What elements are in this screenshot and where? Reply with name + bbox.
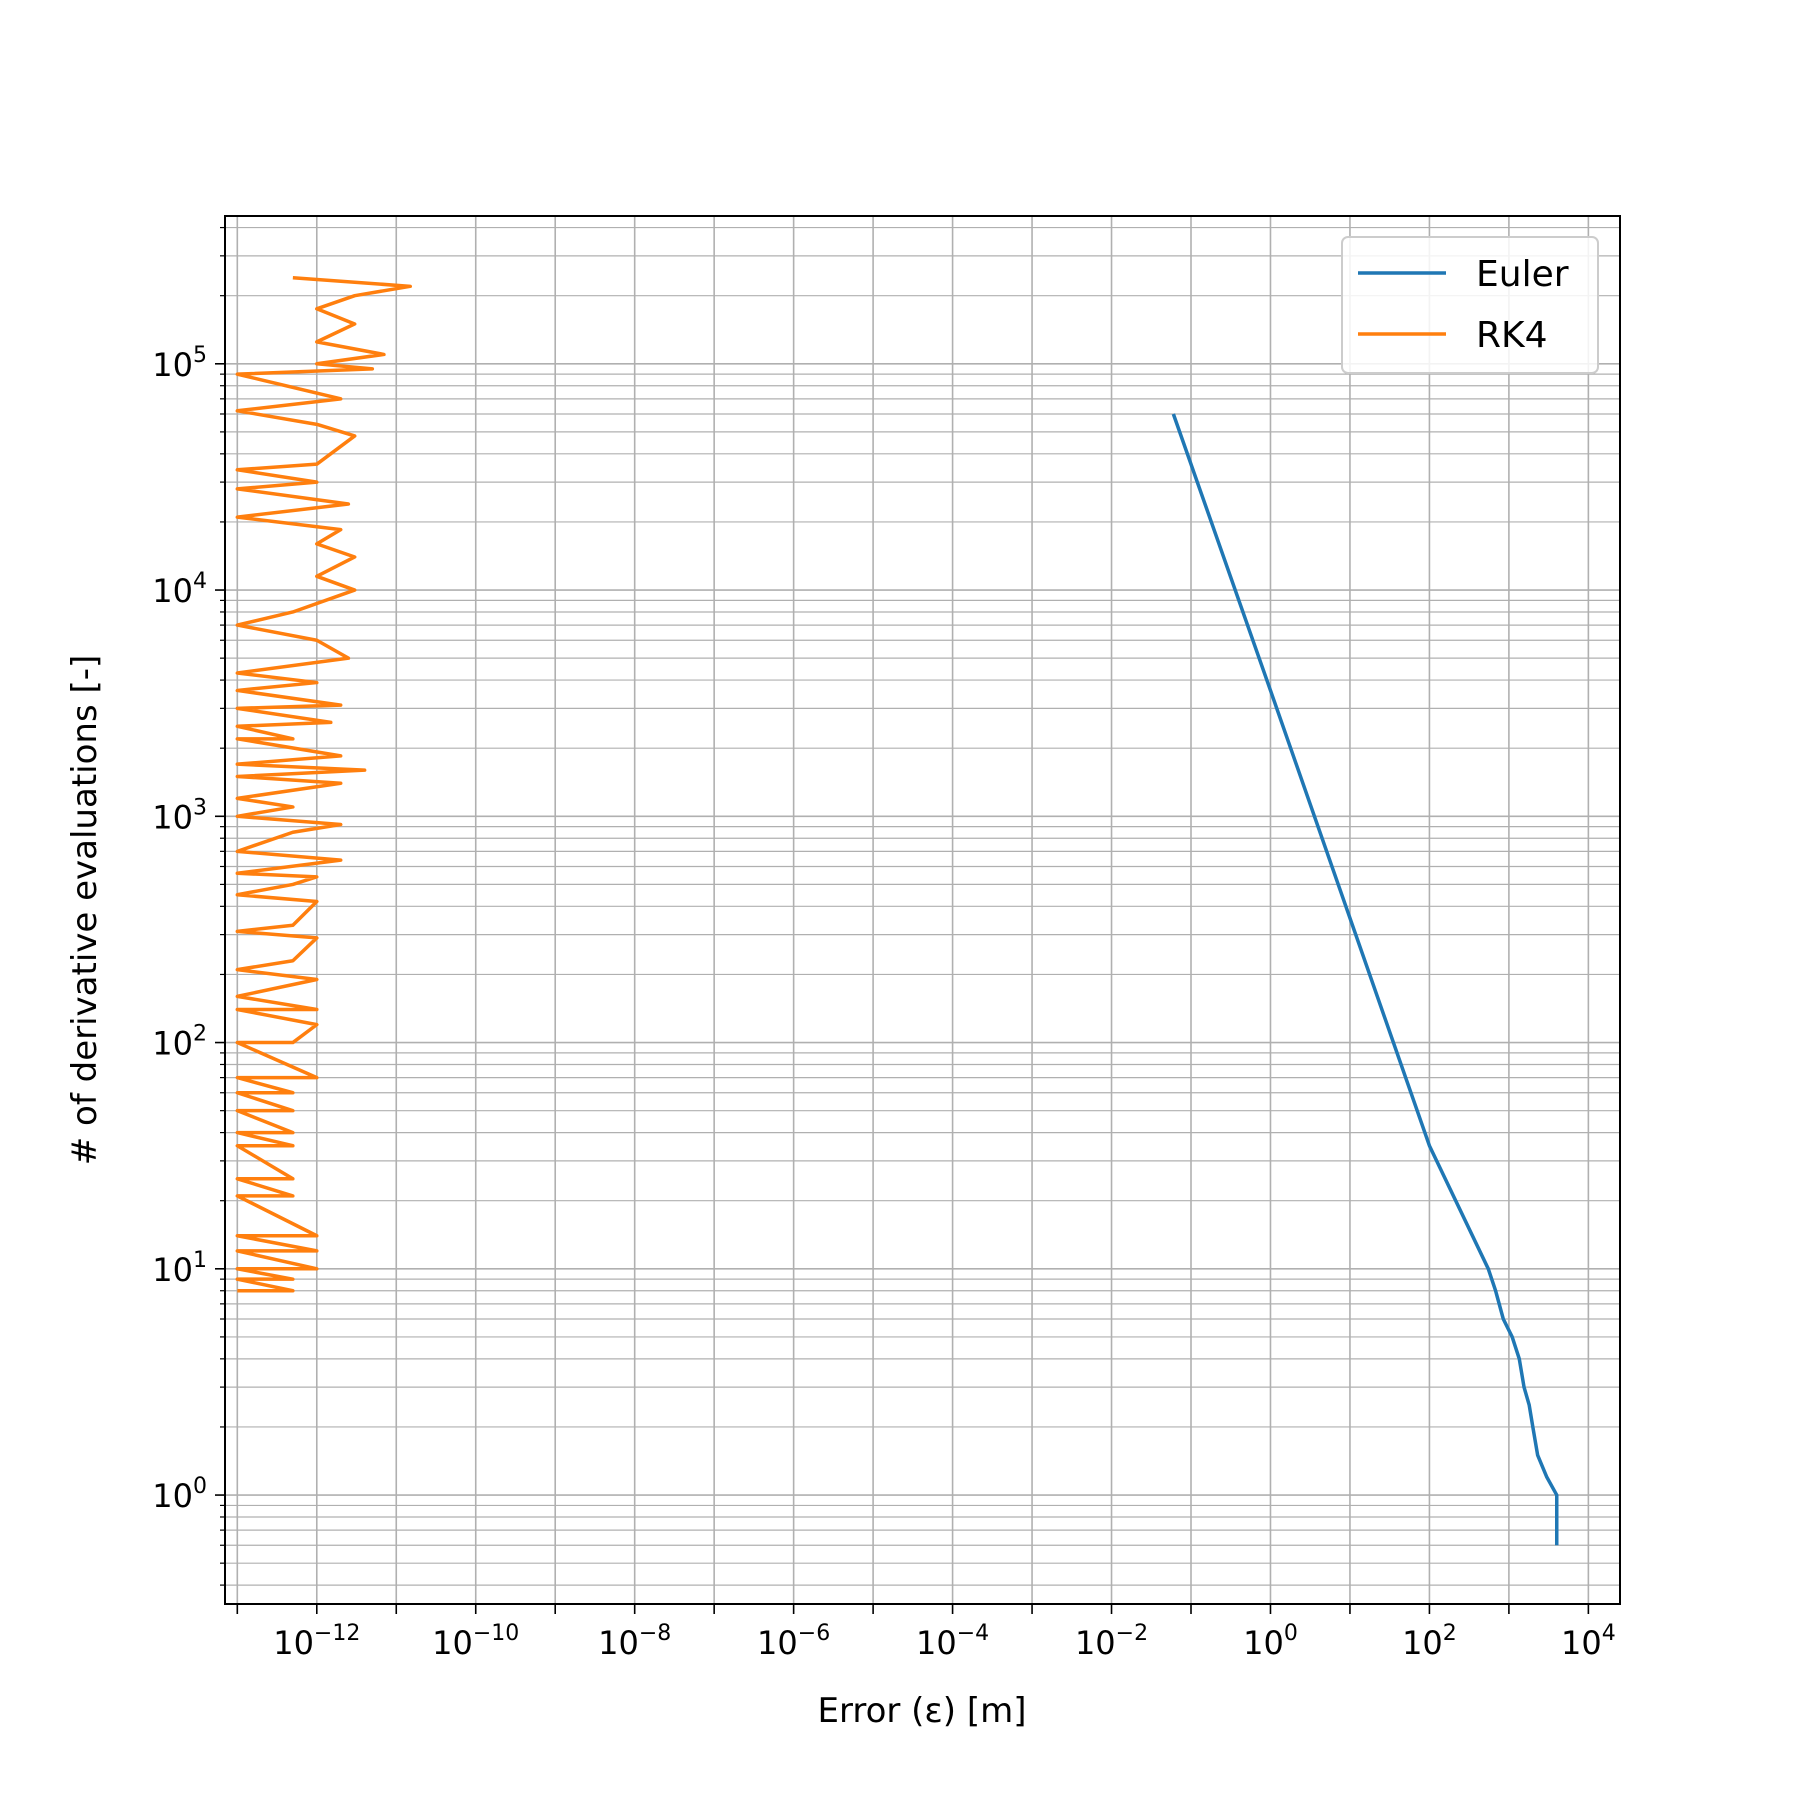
x-tick-label: 10−10	[432, 1621, 519, 1662]
x-tick-label: 10−6	[757, 1621, 830, 1662]
y-tick-label: 103	[152, 795, 207, 836]
legend-label-euler: Euler	[1476, 254, 1569, 295]
x-tick-label: 104	[1561, 1621, 1616, 1662]
y-tick-label: 100	[152, 1474, 207, 1515]
x-axis-label: Error (ε) [m]	[817, 1691, 1026, 1731]
y-tick-label: 102	[152, 1022, 207, 1063]
plot-series	[235, 276, 1559, 1546]
grid-lines	[225, 216, 1620, 1604]
x-tick-label: 100	[1243, 1621, 1298, 1662]
x-tick-label: 102	[1402, 1621, 1457, 1662]
series-line-euler	[1171, 413, 1559, 1546]
x-tick-label: 10−12	[273, 1621, 360, 1662]
tick-labels: 10−12 10−10 10−8 10−6 10−4 10−2 100 102 104 100 10…	[152, 343, 1615, 1662]
series-line-rk4	[235, 276, 412, 1293]
legend-frame	[1341, 236, 1599, 374]
x-tick-label: 10−8	[598, 1621, 671, 1662]
legend-label-rk4: RK4	[1476, 315, 1548, 356]
plot-area-frame	[224, 215, 1621, 1605]
y-tick-label: 105	[152, 343, 207, 384]
y-axis-label: # of derivative evaluations [-]	[65, 655, 105, 1166]
x-tick-label: 10−2	[1075, 1621, 1148, 1662]
legend: Euler RK4	[1341, 236, 1599, 374]
y-tick-label: 101	[152, 1248, 207, 1289]
y-tick-label: 104	[152, 569, 207, 610]
x-tick-label: 10−4	[916, 1621, 989, 1662]
